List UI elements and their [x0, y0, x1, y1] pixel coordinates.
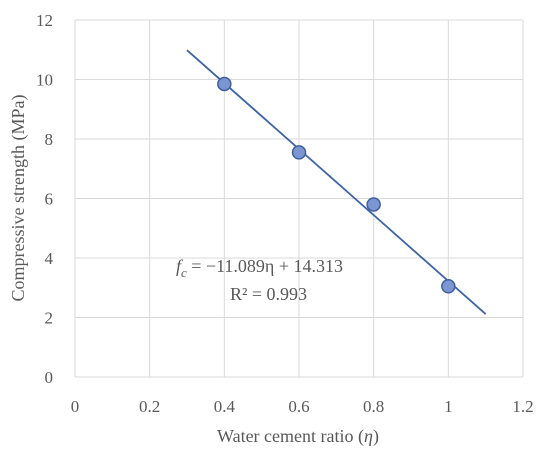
equation-lhs-subscript: c [181, 265, 187, 280]
y-tick-label: 4 [45, 249, 54, 268]
x-tick-label: 0.6 [288, 397, 309, 416]
trendline-equation: fc = −11.089η + 14.313 [176, 256, 343, 280]
x-tick-label: 0 [71, 397, 80, 416]
x-tick-label: 1.2 [512, 397, 533, 416]
x-tick-label: 0.4 [214, 397, 236, 416]
y-tick-labels: 0 2 4 6 8 10 12 [36, 11, 54, 387]
data-point [441, 279, 456, 294]
equation-lhs: f [176, 256, 184, 276]
data-point [291, 145, 307, 160]
trendline-layer [186, 49, 487, 315]
y-tick-label: 2 [45, 309, 54, 328]
y-tick-label: 10 [36, 71, 53, 90]
r-squared: R² = 0.993 [230, 284, 307, 304]
x-axis-label: Water cement ratio (η) [217, 426, 379, 447]
x-tick-label: 1 [444, 397, 453, 416]
y-tick-label: 12 [36, 11, 53, 30]
x-tick-labels: 0 0.2 0.4 0.6 0.8 1 1.2 [71, 397, 534, 416]
y-tick-label: 0 [45, 368, 54, 387]
y-tick-label: 8 [45, 130, 54, 149]
trendline [186, 49, 487, 315]
data-points [217, 76, 456, 294]
data-point [217, 76, 232, 92]
equation-rhs: = −11.089η + 14.313 [187, 256, 343, 276]
data-point [366, 197, 381, 212]
y-tick-label: 6 [45, 190, 54, 209]
y-axis-label: Compressive strength (MPa) [8, 95, 29, 302]
gridlines [74, 19, 524, 378]
x-tick-label: 0.2 [139, 397, 160, 416]
x-tick-label: 0.8 [363, 397, 384, 416]
